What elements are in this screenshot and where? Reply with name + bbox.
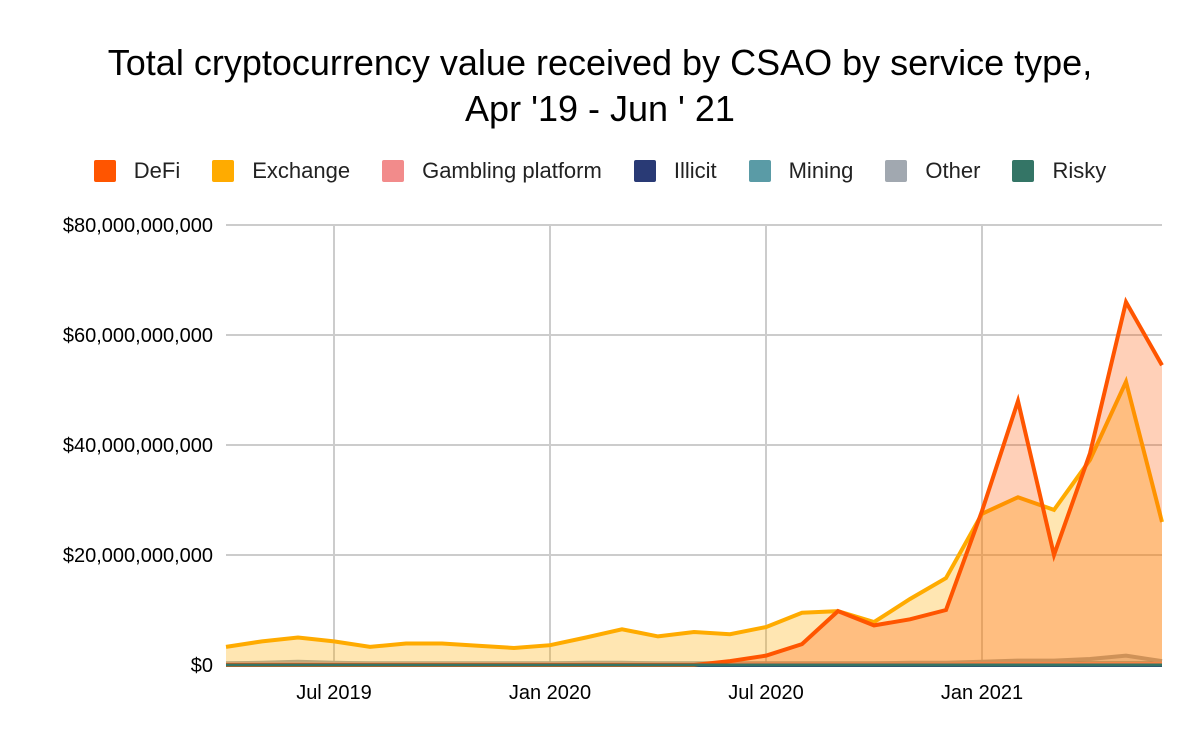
legend-label: Other [925, 158, 981, 183]
x-tick-label: Jul 2020 [728, 682, 804, 704]
legend-label: Mining [788, 158, 854, 183]
chart-title: Total cryptocurrency value received by C… [0, 40, 1200, 132]
legend-item-defi[interactable]: DeFi [93, 158, 181, 184]
y-tick-label: $0 [191, 655, 213, 677]
area-exchange [226, 381, 1162, 665]
legend-item-illicit[interactable]: Illicit [633, 158, 717, 184]
y-tick-label: $20,000,000,000 [63, 545, 213, 567]
y-tick-label: $40,000,000,000 [63, 435, 213, 457]
legend-item-other[interactable]: Other [885, 158, 980, 184]
legend-label: Risky [1052, 158, 1107, 183]
x-tick-label: Jul 2019 [296, 682, 372, 704]
legend-swatch [93, 160, 116, 182]
chart-subtitle: Apr '19 - Jun ' 21 [465, 88, 735, 129]
legend-swatch [212, 160, 235, 182]
legend-item-risky[interactable]: Risky [1012, 158, 1106, 184]
legend-swatch [382, 160, 405, 182]
legend-item-gambling-platform[interactable]: Gambling platform [382, 158, 602, 184]
legend: DeFi Exchange Gambling platform Illicit Mini… [0, 158, 1200, 184]
y-tick-label: $80,000,000,000 [63, 215, 213, 237]
legend-label: Exchange [252, 158, 351, 183]
chart-title-line1: Total cryptocurrency value received by C… [107, 42, 1093, 83]
x-tick-label: Jan 2020 [509, 682, 591, 704]
legend-label: Gambling platform [422, 158, 602, 183]
legend-item-mining[interactable]: Mining [748, 158, 854, 184]
legend-label: DeFi [133, 158, 181, 183]
legend-item-exchange[interactable]: Exchange [212, 158, 350, 184]
legend-swatch [885, 160, 908, 182]
legend-swatch [633, 160, 656, 182]
x-tick-label: Jan 2021 [941, 682, 1023, 704]
y-tick-label: $60,000,000,000 [63, 325, 213, 347]
legend-swatch [1012, 160, 1035, 182]
line-exchange [225, 375, 1164, 650]
legend-label: Illicit [673, 158, 717, 183]
legend-swatch [748, 160, 771, 182]
area-defi [226, 302, 1162, 665]
